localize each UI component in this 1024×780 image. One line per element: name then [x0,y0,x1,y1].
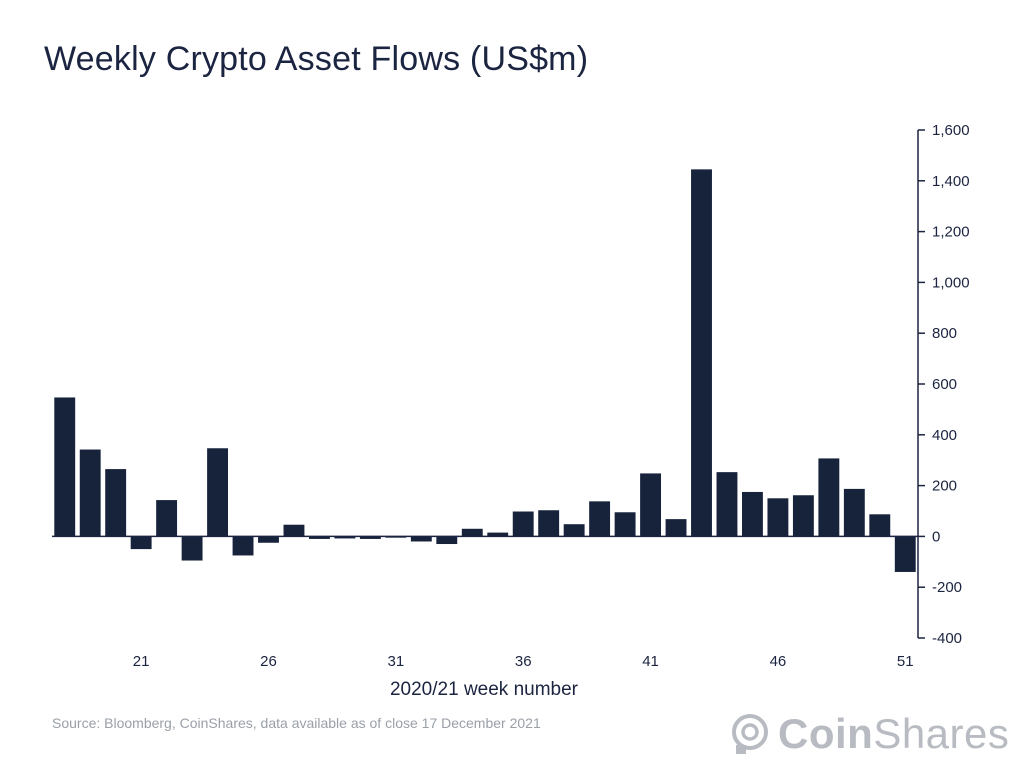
bar-week-20 [105,469,127,537]
bar-week-23 [181,536,203,561]
bar-week-51 [894,536,916,572]
bar-week-39 [589,501,611,537]
bar-week-36 [512,511,534,537]
bar-week-41 [640,473,662,537]
bar-week-21 [130,536,152,550]
y-tick-label: 1,400 [932,173,970,190]
y-tick-label: 0 [932,528,940,545]
bar-week-19 [79,449,101,537]
y-tick-label: 200 [932,478,957,495]
bar-week-38 [563,524,585,537]
bar-week-42 [665,519,687,537]
x-tick-label: 46 [770,653,787,670]
bar-week-18 [54,397,76,537]
bar-week-28 [309,536,330,539]
bars-group [54,169,916,572]
bar-week-47 [792,495,814,537]
bar-week-22 [156,500,178,537]
bar-week-25 [232,536,254,556]
x-tick-label: 31 [388,653,405,670]
x-axis-label: 2020/21 week number [390,679,579,700]
brand-wordmark: CoinShares [778,710,1009,758]
bar-week-34 [461,528,483,537]
x-tick-label: 51 [897,653,914,670]
y-tick-label: 800 [932,325,957,342]
bar-week-49 [843,488,865,537]
coinshares-logo-icon [732,714,768,754]
bar-week-33 [436,536,458,545]
bar-week-27 [283,524,305,537]
y-tick-label: 1,000 [932,274,970,291]
brand-wordmark-bold: Coin [778,710,874,757]
bar-week-37 [538,510,560,537]
bar-week-29 [334,536,356,539]
bar-week-46 [767,498,789,537]
bar-week-45 [742,491,763,537]
y-axis: -400 -200 0 200 400 600 800 1,000 1,200 1,400 1,60… [918,122,970,647]
bar-week-44 [716,472,738,537]
x-axis: 21 26 31 36 41 46 51 [133,653,914,670]
y-tick-label: 600 [932,376,957,393]
y-tick-label: -200 [932,579,962,596]
y-tick-label: 1,200 [932,224,970,241]
bar-week-48 [818,458,840,537]
x-tick-label: 21 [133,653,150,670]
bar-week-24 [207,448,229,537]
bar-week-50 [869,514,891,537]
bar-week-32 [410,536,432,542]
brand-logo: CoinShares [730,706,1009,762]
bar-week-30 [359,536,381,539]
bar-week-26 [258,536,279,543]
x-tick-label: 36 [515,653,532,670]
y-tick-label: 1,600 [932,122,970,139]
y-tick-label: -400 [932,630,962,647]
y-tick-label: 400 [932,427,957,444]
brand-wordmark-regular: Shares [873,710,1010,757]
bar-week-35 [487,532,509,537]
bar-week-43 [691,169,712,537]
chart-title: Weekly Crypto Asset Flows (US$m) [44,40,589,78]
bar-week-40 [614,512,636,537]
x-tick-label: 41 [642,653,659,670]
source-note: Source: Bloomberg, CoinShares, data avai… [52,715,541,731]
x-tick-label: 26 [260,653,277,670]
